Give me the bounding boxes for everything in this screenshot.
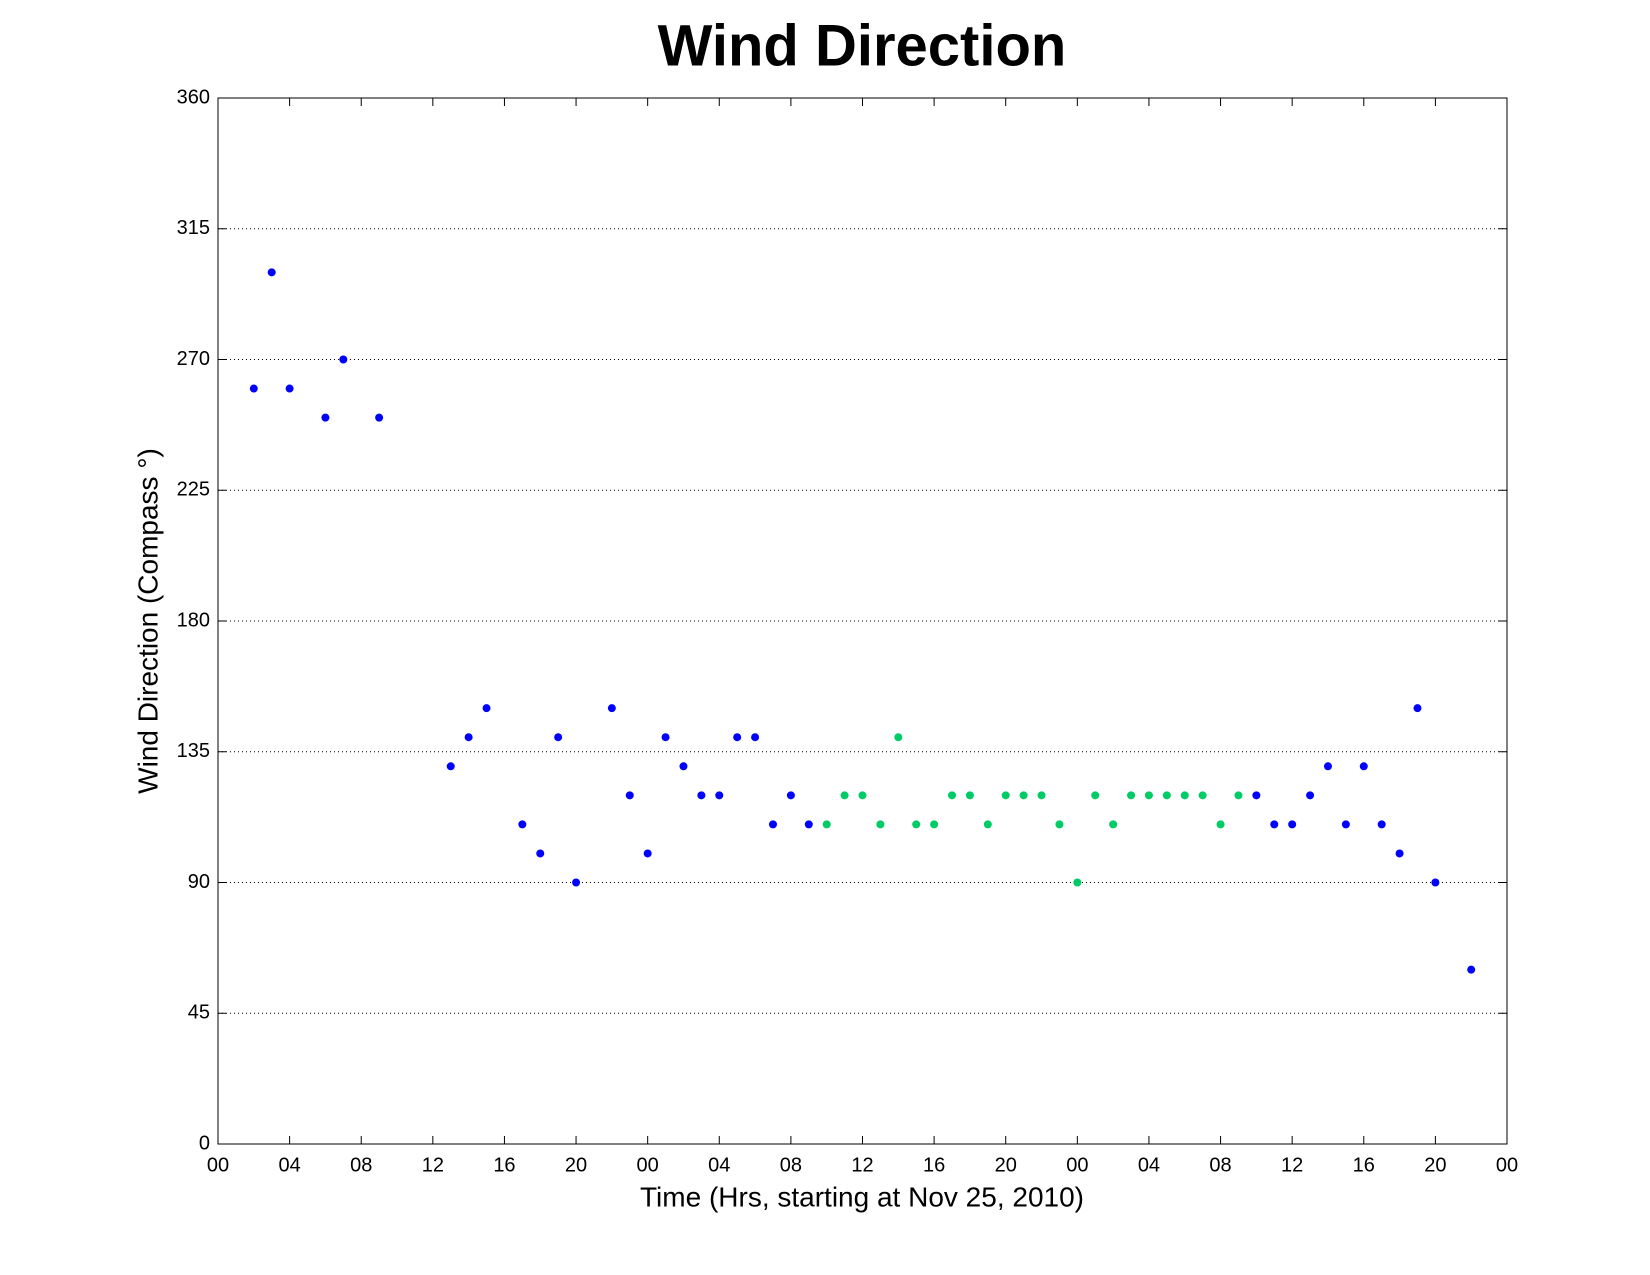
x-tick-label: 00	[1066, 1154, 1088, 1176]
x-tick-label: 12	[422, 1154, 444, 1176]
data-point	[464, 733, 473, 742]
x-tick-label: 04	[278, 1154, 300, 1176]
y-tick-label: 180	[177, 609, 210, 631]
data-point	[768, 820, 777, 829]
y-tick-label: 90	[188, 871, 210, 893]
x-tick-label: 04	[708, 1154, 730, 1176]
data-point	[1270, 820, 1279, 829]
x-tick-label: 08	[1209, 1154, 1231, 1176]
data-point	[1109, 820, 1118, 829]
x-tick-label: 12	[1281, 1154, 1303, 1176]
data-point	[858, 791, 867, 800]
data-point	[733, 733, 742, 742]
data-point	[1359, 762, 1368, 771]
data-point	[1144, 791, 1153, 800]
data-point	[536, 849, 545, 858]
data-point	[321, 413, 330, 422]
data-point	[1431, 878, 1440, 887]
x-tick-label: 20	[565, 1154, 587, 1176]
y-axis-label: Wind Direction (Compass °)	[132, 448, 163, 794]
data-point	[1001, 791, 1010, 800]
y-tick-label: 225	[177, 479, 210, 501]
data-point	[679, 762, 688, 771]
data-point	[285, 384, 294, 393]
data-point	[1377, 820, 1386, 829]
data-point	[751, 733, 760, 742]
data-point	[446, 762, 455, 771]
data-point	[1216, 820, 1225, 829]
x-tick-label: 20	[995, 1154, 1017, 1176]
y-tick-label: 270	[177, 348, 210, 370]
x-tick-label: 08	[350, 1154, 372, 1176]
x-tick-label: 00	[637, 1154, 659, 1176]
data-point	[1037, 791, 1046, 800]
data-point	[1127, 791, 1136, 800]
x-tick-label: 16	[1353, 1154, 1375, 1176]
data-point	[1341, 820, 1350, 829]
data-point	[1055, 820, 1064, 829]
data-point	[607, 704, 616, 713]
data-point	[339, 355, 348, 364]
data-point	[804, 820, 813, 829]
data-point	[249, 384, 258, 393]
data-point	[1091, 791, 1100, 800]
data-point	[554, 733, 563, 742]
data-point	[518, 820, 527, 829]
x-tick-label: 08	[780, 1154, 802, 1176]
data-point	[267, 268, 276, 277]
data-point	[572, 878, 581, 887]
x-tick-label: 04	[1138, 1154, 1160, 1176]
data-point	[948, 791, 957, 800]
data-point	[715, 791, 724, 800]
data-point	[930, 820, 939, 829]
data-point	[643, 849, 652, 858]
data-point	[1288, 820, 1297, 829]
x-tick-label: 16	[923, 1154, 945, 1176]
data-point	[1073, 878, 1082, 887]
data-point	[894, 733, 903, 742]
y-tick-label: 0	[199, 1132, 210, 1154]
data-point	[1019, 791, 1028, 800]
data-point	[1306, 791, 1315, 800]
y-tick-label: 45	[188, 1002, 210, 1024]
data-point	[1198, 791, 1207, 800]
data-point	[983, 820, 992, 829]
x-axis-label: Time (Hrs, starting at Nov 25, 2010)	[640, 1181, 1084, 1212]
data-point	[1234, 791, 1243, 800]
y-tick-label: 315	[177, 217, 210, 239]
x-tick-label: 16	[493, 1154, 515, 1176]
data-point	[482, 704, 491, 713]
data-point	[965, 791, 974, 800]
data-point	[840, 791, 849, 800]
y-tick-label: 360	[177, 86, 210, 108]
data-point	[912, 820, 921, 829]
data-point	[1323, 762, 1332, 771]
x-tick-label: 00	[1496, 1154, 1518, 1176]
x-tick-label: 00	[207, 1154, 229, 1176]
data-point	[697, 791, 706, 800]
data-point	[1252, 791, 1261, 800]
data-point	[822, 820, 831, 829]
data-point	[876, 820, 885, 829]
data-point	[375, 413, 384, 422]
chart-title: Wind Direction	[658, 13, 1067, 78]
data-point	[661, 733, 670, 742]
data-point	[1162, 791, 1171, 800]
x-tick-label: 20	[1424, 1154, 1446, 1176]
data-point	[1467, 965, 1476, 974]
data-point	[1413, 704, 1422, 713]
data-point	[625, 791, 634, 800]
data-point	[1180, 791, 1189, 800]
data-point	[786, 791, 795, 800]
data-point	[1395, 849, 1404, 858]
plot-frame	[217, 97, 1508, 1145]
y-tick-label: 135	[177, 740, 210, 762]
x-tick-label: 12	[851, 1154, 873, 1176]
